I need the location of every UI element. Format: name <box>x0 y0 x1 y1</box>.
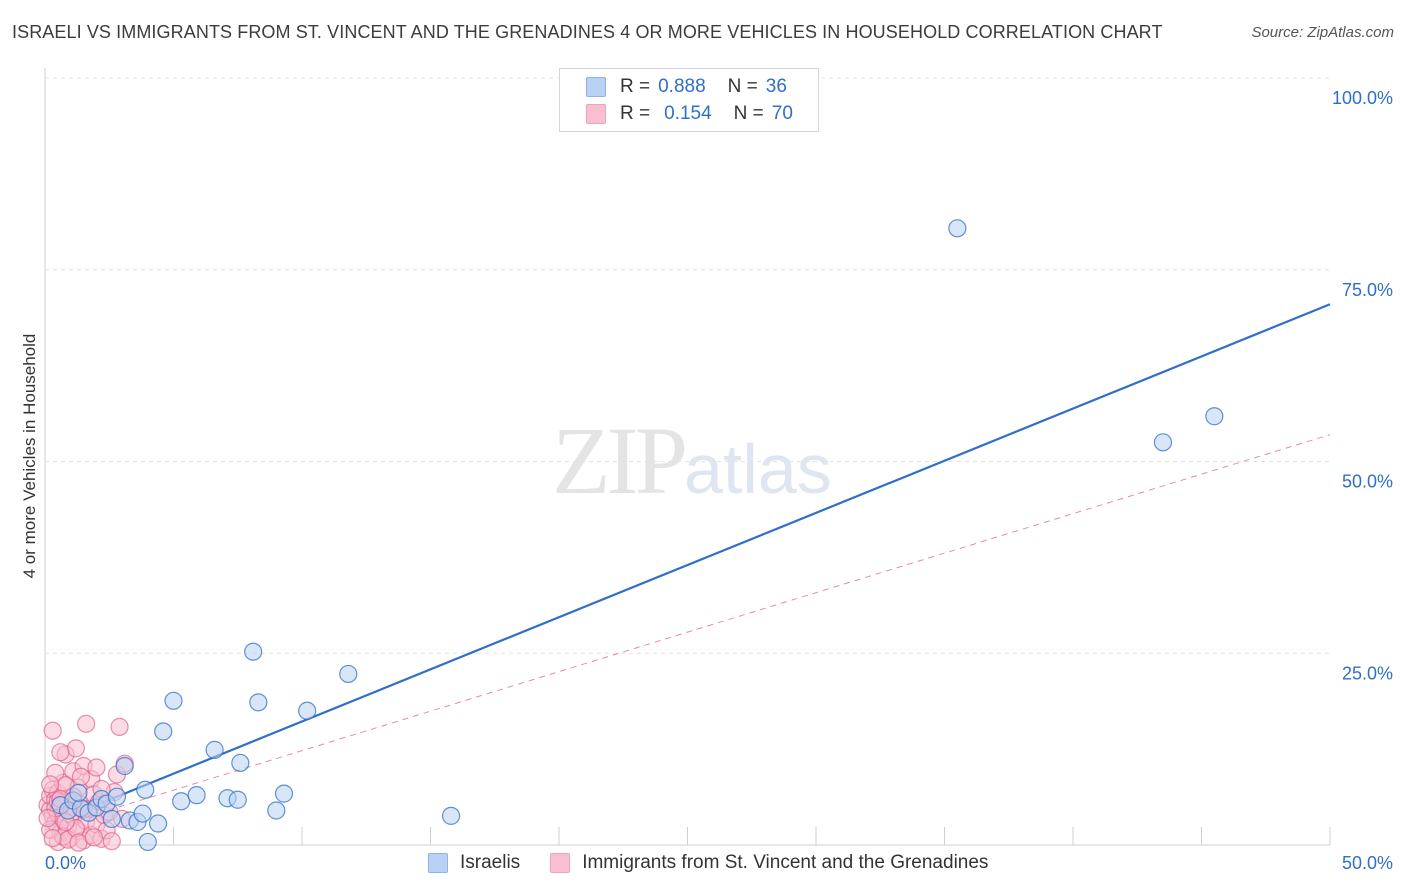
legend-row-immigrants: R = 0.154 N = 70 <box>586 100 793 128</box>
point-israelis-32 <box>948 219 967 238</box>
y-axis-label: 4 or more Vehicles in Household <box>20 333 39 579</box>
point-israelis-19 <box>205 740 224 759</box>
data-points <box>38 219 1224 852</box>
point-israelis-25 <box>274 784 294 803</box>
point-israelis-31 <box>69 783 88 802</box>
legend-row-israelis: R = 0.888 N = 36 <box>586 73 787 101</box>
legend-n-label-1: N = <box>727 76 758 97</box>
point-israelis-35 <box>267 801 286 820</box>
point-israelis-16 <box>164 691 183 710</box>
point-immigrants-66 <box>84 828 103 847</box>
point-israelis-26 <box>298 701 317 720</box>
point-immigrants-44 <box>110 717 129 736</box>
point-immigrants-61 <box>43 828 62 848</box>
trend-line-immigrants <box>44 434 1331 831</box>
y-tick-label-25: 25.0% <box>1342 663 1393 683</box>
y-tick-label-50: 50.0% <box>1342 472 1393 492</box>
point-immigrants-57 <box>69 833 88 852</box>
point-israelis-34 <box>1205 407 1224 426</box>
point-israelis-27 <box>339 664 358 684</box>
trend-lines <box>44 303 1331 831</box>
point-immigrants-41 <box>102 832 121 851</box>
stats-legend: R = 0.888 N = 36 R = 0.154 N = 70 <box>559 68 819 132</box>
source-credit: Source: ZipAtlas.com <box>1251 24 1394 41</box>
point-immigrants-35 <box>87 758 106 777</box>
point-israelis-8 <box>107 787 127 806</box>
point-israelis-12 <box>133 804 152 823</box>
point-israelis-33 <box>1153 433 1173 452</box>
point-israelis-29 <box>138 832 157 852</box>
point-immigrants-29 <box>77 714 96 733</box>
watermark: ZIPatlas <box>552 405 832 516</box>
watermark-zip: ZIP <box>552 407 688 514</box>
tick-labels: 25.0% 50.0% 75.0% 100.0% 0.0% 50.0% <box>45 88 1393 873</box>
y-tick-label-75: 75.0% <box>1342 280 1393 300</box>
legend-r-value-2: 0.154 <box>664 103 712 124</box>
point-israelis-28 <box>441 806 461 825</box>
legend-r-value-1: 0.888 <box>658 76 706 97</box>
point-immigrants-64 <box>38 809 57 828</box>
legend-n-label-2: N = <box>733 103 764 124</box>
watermark-atlas: atlas <box>684 430 832 508</box>
legend-label-immigrants: Immigrants from St. Vincent and the Gren… <box>582 852 989 873</box>
legend-item-immigrants: Immigrants from St. Vincent and the Gren… <box>550 852 988 874</box>
legend-r-label-2: R = <box>620 103 651 124</box>
x-tick-label-0: 0.0% <box>45 853 86 873</box>
legend-n-value-1: 36 <box>765 76 787 97</box>
series-legend: Israelis Immigrants from St. Vincent and… <box>428 852 1018 874</box>
point-israelis-18 <box>187 786 206 805</box>
axes <box>44 68 1331 846</box>
legend-swatch-israelis <box>428 853 448 873</box>
point-immigrants-22 <box>66 739 85 758</box>
point-israelis-22 <box>231 753 250 773</box>
trend-line-israelis <box>44 303 1331 827</box>
point-israelis-13 <box>136 780 155 799</box>
point-israelis-14 <box>148 814 168 833</box>
point-immigrants-58 <box>71 767 91 786</box>
legend-swatch-pink <box>586 104 606 124</box>
point-israelis-21 <box>228 790 247 809</box>
point-israelis-30 <box>102 809 121 829</box>
grid-lines <box>45 77 1330 654</box>
point-immigrants-65 <box>41 775 60 794</box>
point-israelis-9 <box>115 756 134 776</box>
legend-n-value-2: 70 <box>771 103 793 124</box>
point-israelis-17 <box>172 792 191 811</box>
legend-swatch-immigrants <box>550 853 571 873</box>
legend-item-israelis: Israelis <box>428 852 520 874</box>
legend-r-label-1: R = <box>620 76 651 97</box>
point-israelis-23 <box>244 642 263 661</box>
x-tick-label-50: 50.0% <box>1342 853 1393 873</box>
point-immigrants-50 <box>51 743 70 762</box>
y-tick-label-100: 100.0% <box>1332 88 1393 108</box>
point-israelis-24 <box>249 693 268 712</box>
chart-title: ISRAELI VS IMMIGRANTS FROM ST. VINCENT A… <box>12 22 1163 42</box>
point-israelis-15 <box>154 722 173 741</box>
legend-swatch-blue <box>586 77 606 97</box>
legend-label-israelis: Israelis <box>460 852 521 873</box>
point-immigrants-47 <box>43 721 62 740</box>
